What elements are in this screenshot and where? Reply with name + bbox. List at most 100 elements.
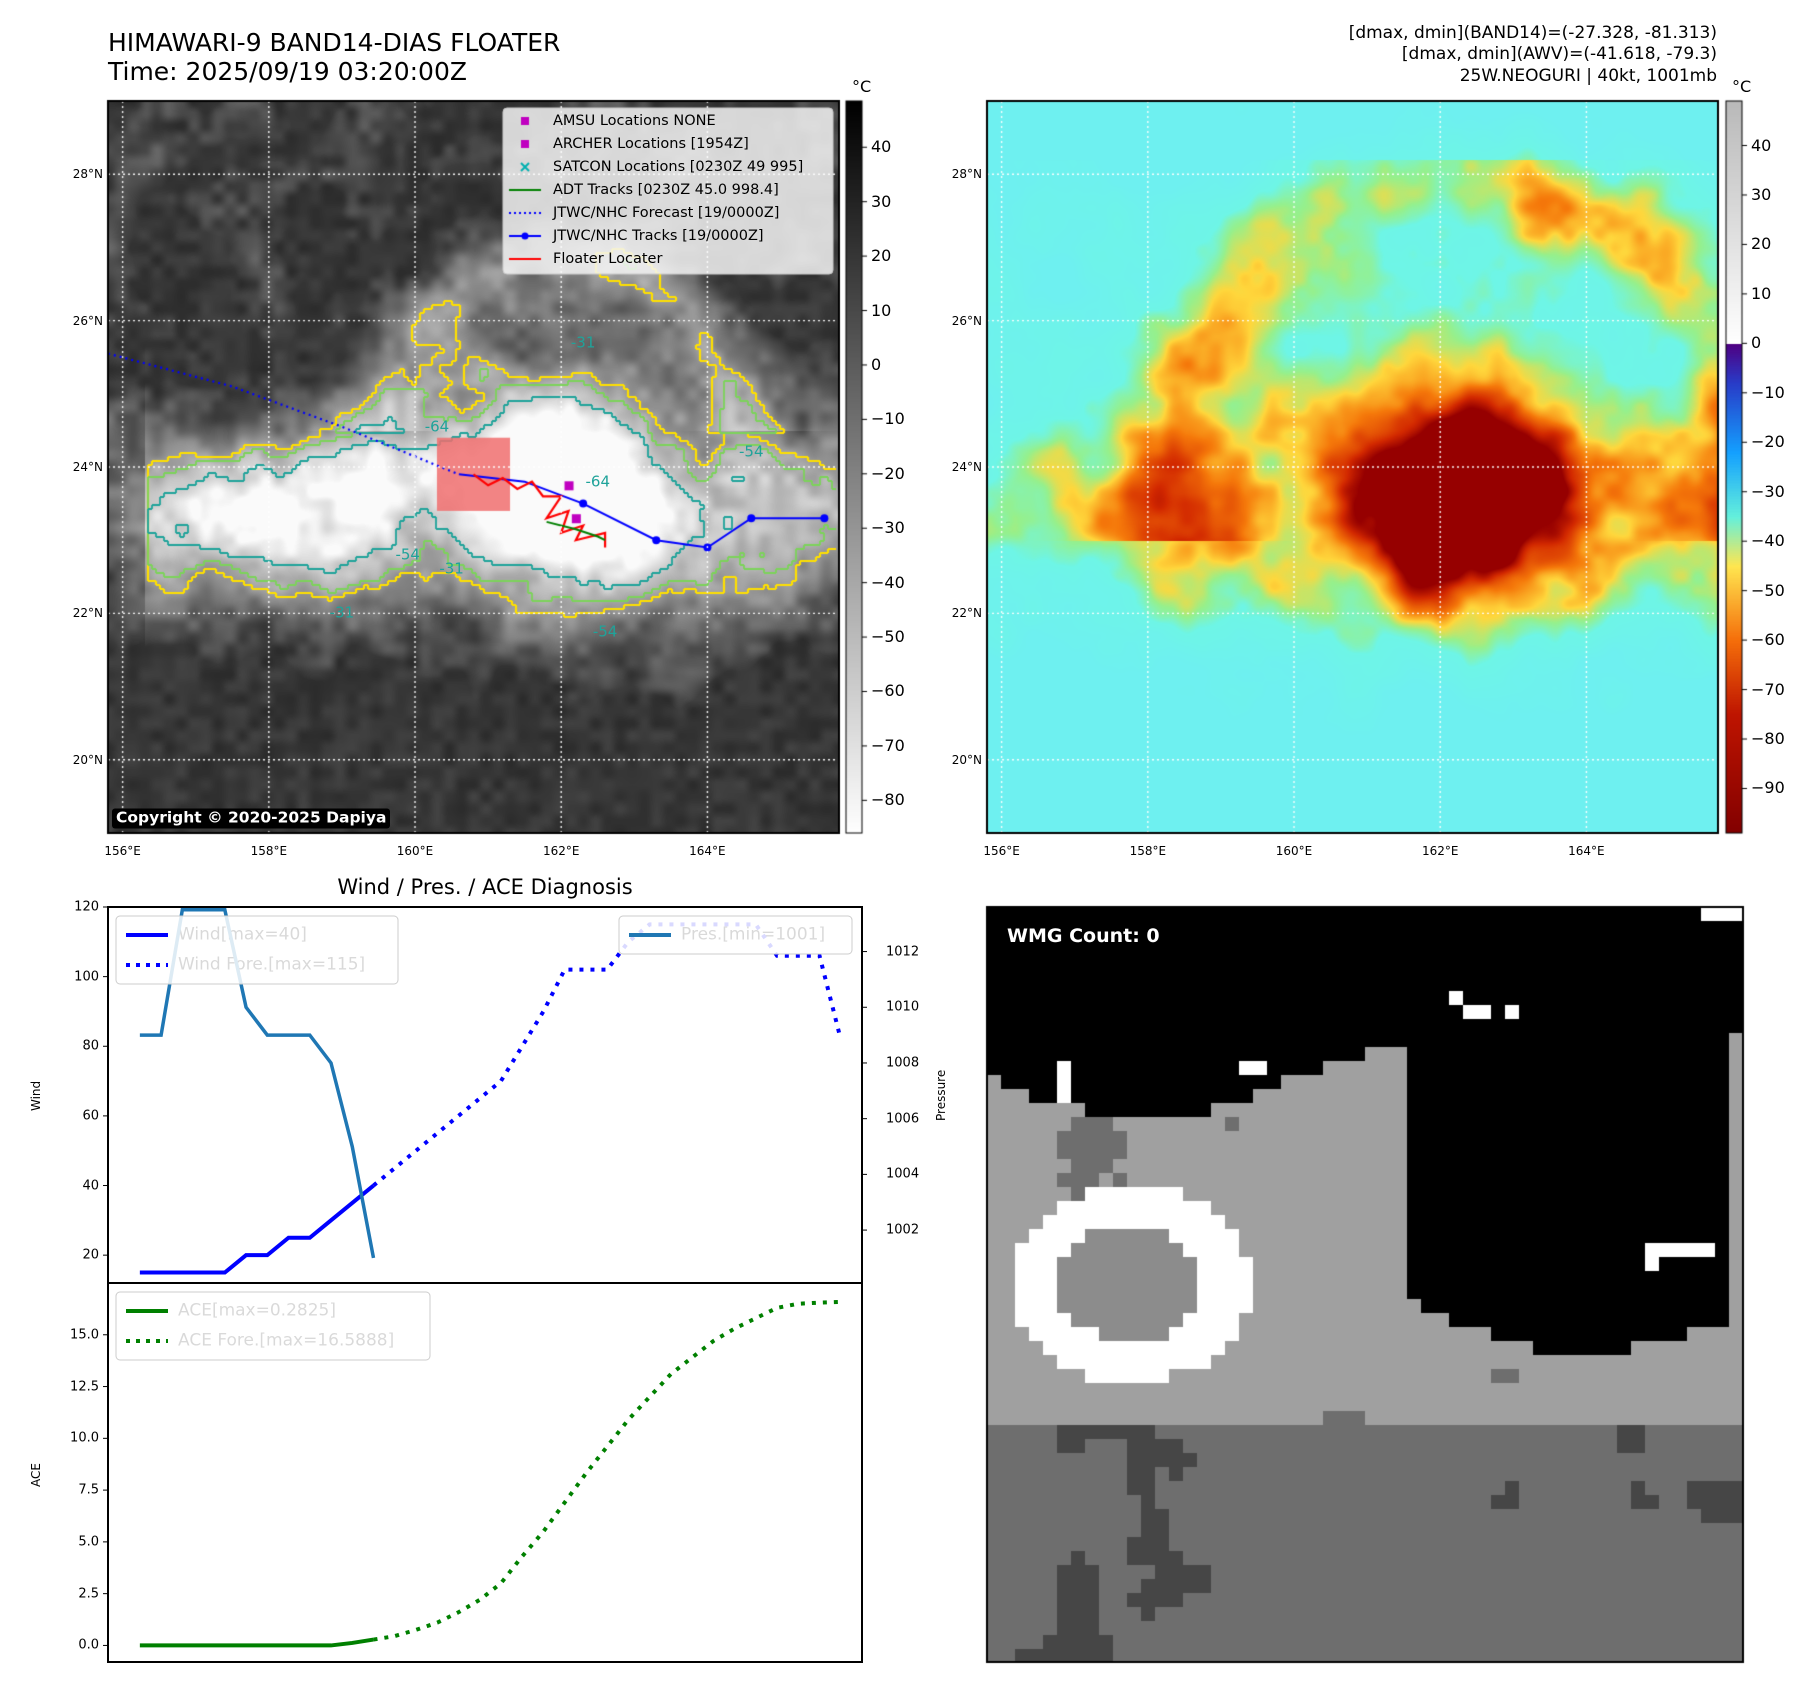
lat-tick-label: 28°N — [72, 167, 103, 182]
pressure-ytick-label: 1008 — [886, 1055, 920, 1071]
lon-tick-label: 156°E — [983, 844, 1020, 858]
ace-ytick-label: 15.0 — [70, 1327, 99, 1343]
ace-ytick-label: 10.0 — [70, 1430, 99, 1446]
series-line — [139, 1183, 375, 1275]
wind-ytick-label: 80 — [82, 1038, 99, 1054]
colorbar-tick-label: 40 — [871, 137, 892, 157]
series-line — [372, 922, 843, 1188]
band14-range: [dmax, dmin](BAND14)=(-27.328, -81.313) — [1348, 23, 1717, 43]
lon-tick-label: 158°E — [1129, 844, 1167, 858]
legend-item-label: JTWC/NHC Forecast [19/0000Z] — [553, 204, 780, 221]
pressure-ytick-label: 1004 — [886, 1166, 920, 1182]
colorbar-tick-label: −20 — [871, 463, 905, 483]
lat-tick-label: 28°N — [951, 167, 982, 182]
lon-tick-label: 160°E — [1275, 844, 1313, 858]
contour-label: -54 — [395, 545, 420, 564]
wind-ytick-label: 20 — [82, 1247, 99, 1263]
copyright-label: Copyright © 2020-2025 Dapiya — [112, 808, 391, 828]
lon-tick-label: 162°E — [542, 844, 580, 858]
lat-tick-label: 26°N — [951, 313, 982, 328]
legend-item-label: JTWC/NHC Tracks [19/0000Z] — [553, 227, 764, 244]
pressure-ytick-label: 1010 — [886, 999, 920, 1015]
colorbar-tick-label: 40 — [1751, 135, 1772, 155]
colorbar-tick-label: −20 — [1751, 432, 1785, 452]
contour-label: -31 — [329, 603, 355, 622]
lat-tick-label: 26°N — [72, 313, 103, 328]
awv-range: [dmax, dmin](AWV)=(-41.618, -79.3) — [1401, 44, 1717, 64]
wind-ytick-label: 40 — [82, 1178, 99, 1194]
colorbar-tick-label: −60 — [1751, 630, 1785, 650]
legend-item-label: AMSU Locations NONE — [553, 112, 716, 129]
legend-item-label: SATCON Locations [0230Z 49 995] — [553, 158, 804, 175]
colorbar-tick-label: −50 — [1751, 580, 1785, 600]
lat-tick-label: 22°N — [72, 606, 103, 621]
colorbar-tick-label: 10 — [871, 300, 892, 320]
colorbar-tick-label: −70 — [871, 735, 905, 755]
legend-item-label: Floater Locater — [553, 250, 663, 267]
wmg-count-label: WMG Count: 0 — [1007, 925, 1160, 947]
colorbar-tick-label: 30 — [1751, 184, 1772, 204]
wind-ytick-label: 120 — [74, 899, 99, 915]
lon-tick-label: 162°E — [1421, 844, 1459, 858]
colorbar-tick-label: −90 — [1751, 778, 1785, 798]
colorbar-unit: °C — [852, 77, 872, 96]
colorbar-tick-label: −30 — [1751, 481, 1785, 501]
lat-tick-label: 24°N — [951, 460, 982, 474]
wind-ytick-label: 60 — [82, 1108, 99, 1124]
lon-tick-label: 164°E — [1568, 844, 1605, 858]
figure-time: Time: 2025/09/19 03:20:00Z — [108, 57, 467, 86]
lon-tick-label: 160°E — [396, 844, 434, 858]
legend-item-label: ADT Tracks [0230Z 45.0 998.4] — [553, 181, 779, 198]
lon-tick-label: 156°E — [104, 844, 141, 858]
wind-ytick-label: 100 — [74, 969, 99, 985]
ace-ytick-label: 12.5 — [70, 1379, 99, 1395]
pressure-ytick-label: 1002 — [886, 1222, 920, 1238]
lat-tick-label: 24°N — [72, 460, 103, 474]
colorbar-tick-label: 0 — [1751, 333, 1762, 353]
ace-ytick-label: 0.0 — [78, 1637, 99, 1653]
ace-ytick-label: 2.5 — [78, 1586, 99, 1602]
colorbar-tick-label: −10 — [871, 409, 905, 429]
pressure-ytick-label: 1006 — [886, 1111, 920, 1127]
figure-title: HIMAWARI-9 BAND14-DIAS FLOATER — [108, 28, 561, 57]
series-line — [373, 1299, 841, 1642]
series-line — [139, 1637, 374, 1648]
chart-title: Wind / Pres. / ACE Diagnosis — [337, 875, 633, 899]
colorbar-tick-label: −40 — [871, 572, 905, 592]
colorbar-tick-label: −80 — [871, 790, 905, 810]
lat-tick-label: 20°N — [72, 752, 103, 767]
contour-label: -54 — [592, 622, 618, 641]
contour-label: -31 — [570, 333, 596, 352]
colorbar-tick-label: 30 — [871, 191, 892, 211]
contour-label: -64 — [424, 417, 450, 436]
contour-label: -64 — [585, 472, 611, 491]
colorbar-unit: °C — [1732, 77, 1752, 96]
legend-item-label: ARCHER Locations [1954Z] — [553, 135, 749, 152]
colorbar-tick-label: 0 — [871, 354, 882, 374]
colorbar-tick-label: −10 — [1751, 382, 1785, 402]
ace-chart-frame — [107, 1282, 863, 1663]
chart-legend-box — [115, 1291, 431, 1361]
lon-tick-label: 164°E — [689, 844, 726, 858]
lon-tick-label: 158°E — [250, 844, 288, 858]
ace-ytick-label: 5.0 — [78, 1534, 99, 1550]
colorbar-tick-label: −30 — [871, 518, 905, 538]
lat-tick-label: 20°N — [951, 752, 982, 767]
pressure-ytick-label: 1012 — [886, 944, 920, 960]
lat-tick-label: 22°N — [951, 606, 982, 621]
ace-ytick-label: 7.5 — [78, 1482, 99, 1498]
colorbar-tick-label: 10 — [1751, 283, 1772, 303]
colorbar-tick-label: 20 — [1751, 234, 1772, 254]
storm-summary: 25W.NEOGURI | 40kt, 1001mb — [1459, 66, 1717, 86]
contour-label: -31 — [439, 559, 464, 578]
colorbar-tick-label: −40 — [1751, 531, 1785, 551]
colorbar-tick-label: −80 — [1751, 729, 1785, 749]
chart-legend-box — [618, 915, 853, 955]
chart-legend-box — [115, 915, 399, 985]
contour-label: -54 — [739, 442, 764, 461]
colorbar-tick-label: 20 — [871, 246, 892, 266]
colorbar-tick-label: −50 — [871, 627, 905, 647]
colorbar-tick-label: −70 — [1751, 679, 1785, 699]
